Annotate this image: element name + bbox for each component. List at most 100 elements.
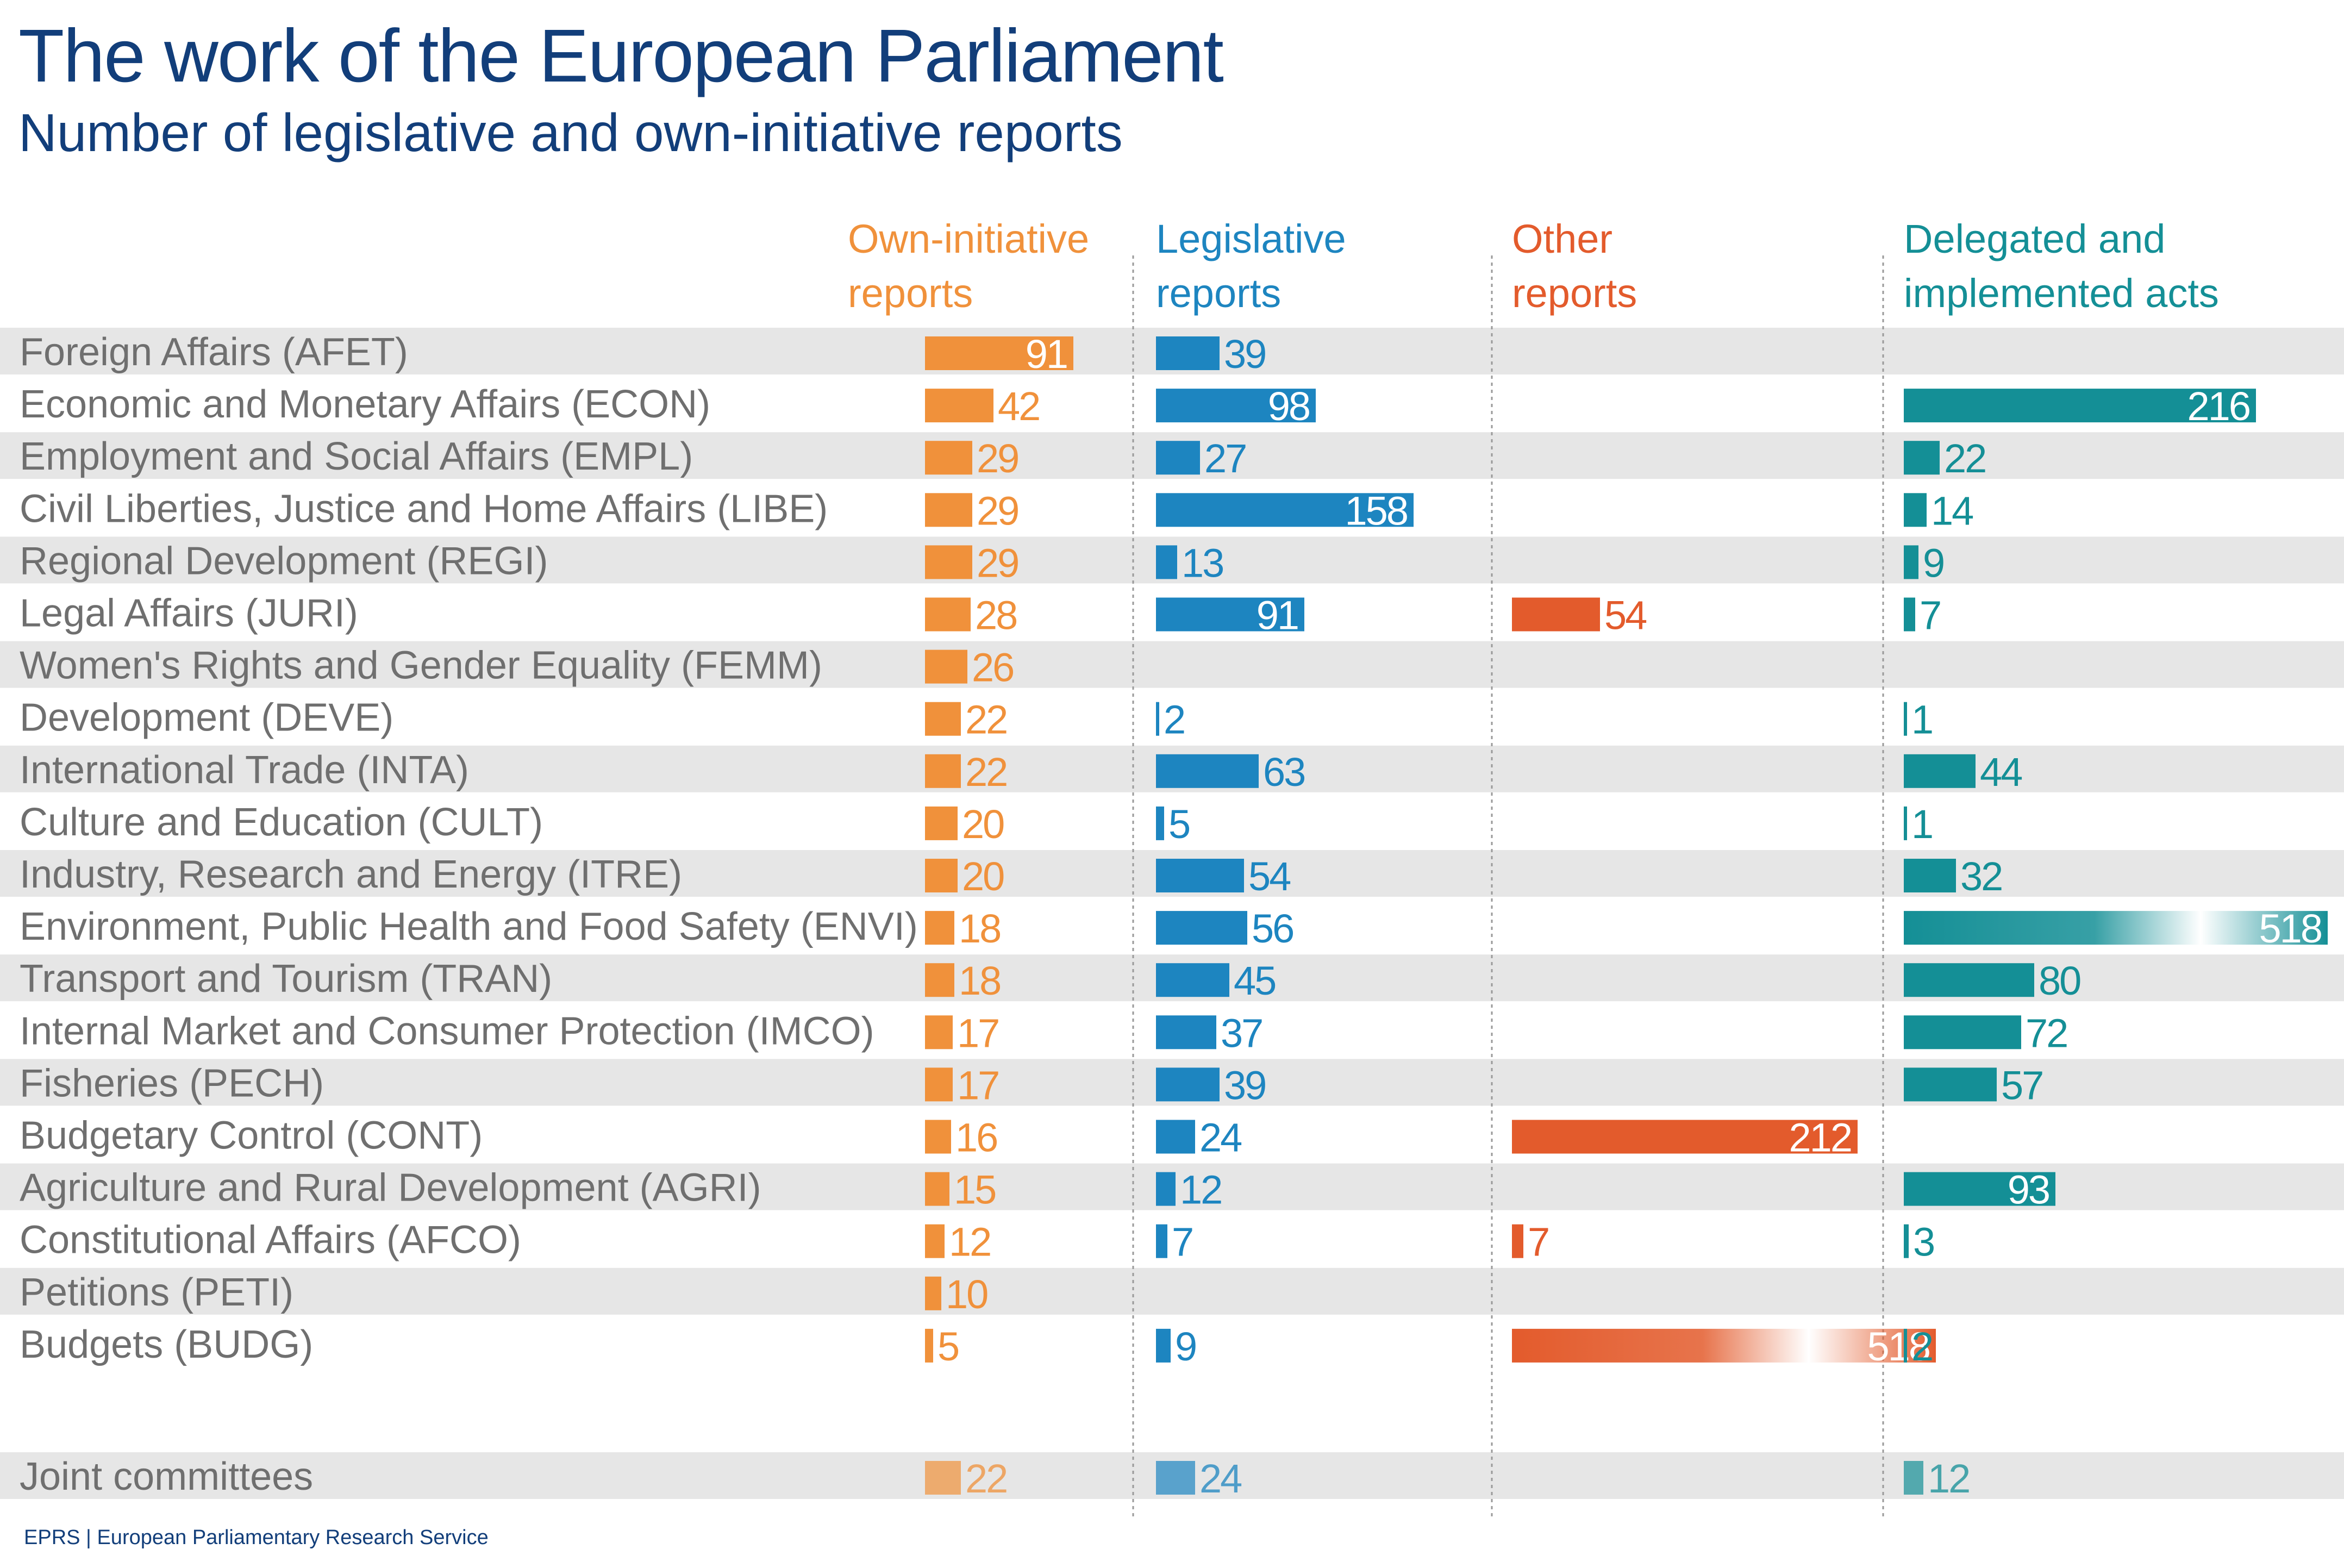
bar (925, 963, 954, 997)
bar (1904, 597, 1915, 632)
bar (1904, 389, 2256, 423)
value-label: 29 (977, 540, 1018, 585)
category-label: Legal Affairs (JURI) (20, 592, 358, 635)
category-label: Fisheries (PECH) (20, 1061, 324, 1105)
value-label: 518 (1867, 1324, 1929, 1369)
bar (1904, 1461, 1923, 1495)
category-label: Joint committees (20, 1455, 313, 1498)
series-header: Delegated and (1904, 216, 2165, 261)
value-label: 2 (1911, 1324, 1932, 1369)
bar (1512, 1328, 1936, 1363)
bar (925, 806, 958, 840)
value-label: 10 (946, 1272, 987, 1317)
bar (1904, 493, 1927, 527)
value-label: 24 (1199, 1456, 1241, 1501)
bar (925, 702, 961, 736)
value-label: 14 (1931, 488, 1973, 533)
series-header: reports (848, 271, 973, 316)
value-label: 44 (1980, 749, 2022, 795)
value-label: 9 (1923, 540, 1943, 585)
value-label: 17 (957, 1010, 998, 1055)
value-label: 27 (1204, 436, 1246, 481)
bar (1156, 597, 1304, 632)
value-label: 28 (975, 593, 1016, 638)
category-label: Culture and Education (CULT) (20, 801, 543, 844)
category-label: Internal Market and Consumer Protection … (20, 1009, 874, 1053)
value-label: 2 (1164, 697, 1184, 742)
bar (925, 1015, 953, 1050)
bar (1512, 597, 1600, 632)
value-label: 39 (1224, 1063, 1265, 1108)
bar (1904, 441, 1940, 475)
bar (1904, 1172, 2055, 1206)
bar (1904, 1328, 1907, 1363)
value-label: 22 (965, 749, 1007, 795)
category-label: Regional Development (REGI) (20, 539, 548, 583)
value-label: 212 (1789, 1115, 1851, 1160)
value-label: 93 (2008, 1167, 2049, 1213)
value-label: 518 (2259, 906, 2321, 951)
value-label: 158 (1345, 488, 1407, 533)
category-label: Agriculture and Rural Development (AGRI) (20, 1166, 761, 1210)
bar (925, 597, 971, 632)
bar (1156, 1015, 1216, 1050)
bar (1904, 859, 1956, 892)
value-label: 56 (1252, 906, 1293, 951)
bar (925, 1120, 951, 1154)
bar (925, 1172, 949, 1206)
row-band (0, 641, 2344, 688)
value-label: 16 (955, 1115, 997, 1160)
value-label: 7 (1172, 1220, 1192, 1265)
bar (925, 1461, 961, 1495)
bar (925, 1328, 933, 1363)
bar (925, 389, 993, 423)
bar (925, 754, 961, 788)
value-label: 9 (1175, 1324, 1196, 1369)
value-label: 216 (2187, 384, 2249, 429)
value-label: 3 (1913, 1220, 1934, 1265)
category-label: Development (DEVE) (20, 696, 393, 740)
series-header: reports (1512, 271, 1637, 316)
category-label: International Trade (INTA) (20, 748, 469, 792)
value-label: 20 (962, 854, 1004, 899)
row-band (0, 1267, 2344, 1315)
bar (925, 859, 958, 892)
value-label: 12 (1180, 1167, 1221, 1213)
value-label: 57 (2001, 1063, 2042, 1108)
value-label: 98 (1268, 384, 1309, 429)
category-label: Women's Rights and Gender Equality (FEMM… (20, 644, 822, 688)
series-header: implemented acts (1904, 271, 2219, 316)
bar (1156, 859, 1244, 892)
category-label: Budgets (BUDG) (20, 1323, 313, 1366)
value-label: 7 (1920, 593, 1940, 638)
bar (1512, 1120, 1858, 1154)
series-header: Own-initiative (848, 216, 1089, 261)
series-header: reports (1156, 271, 1281, 316)
bar (1904, 806, 1907, 840)
bar (925, 1067, 953, 1102)
category-label: Petitions (PETI) (20, 1271, 293, 1314)
source-credit: EPRS | European Parliamentary Research S… (24, 1526, 489, 1549)
value-label: 29 (977, 436, 1018, 481)
bar (1156, 806, 1164, 840)
bar (1156, 1328, 1171, 1363)
bar (1156, 911, 1247, 945)
bar (925, 649, 967, 684)
category-label: Economic and Monetary Affairs (ECON) (20, 383, 710, 426)
bar (1156, 389, 1316, 423)
category-label: Industry, Research and Energy (ITRE) (20, 853, 682, 896)
bar (1156, 1461, 1195, 1495)
value-label: 22 (965, 697, 1007, 742)
value-label: 32 (1960, 854, 2002, 899)
bar (925, 1276, 941, 1310)
bar (1156, 963, 1229, 997)
value-label: 15 (954, 1167, 996, 1213)
value-label: 5 (1168, 802, 1190, 847)
value-label: 7 (1528, 1220, 1548, 1265)
value-label: 22 (965, 1456, 1007, 1501)
value-label: 39 (1224, 332, 1265, 377)
bar (925, 441, 972, 475)
value-label: 13 (1182, 540, 1223, 585)
value-label: 5 (937, 1324, 959, 1369)
